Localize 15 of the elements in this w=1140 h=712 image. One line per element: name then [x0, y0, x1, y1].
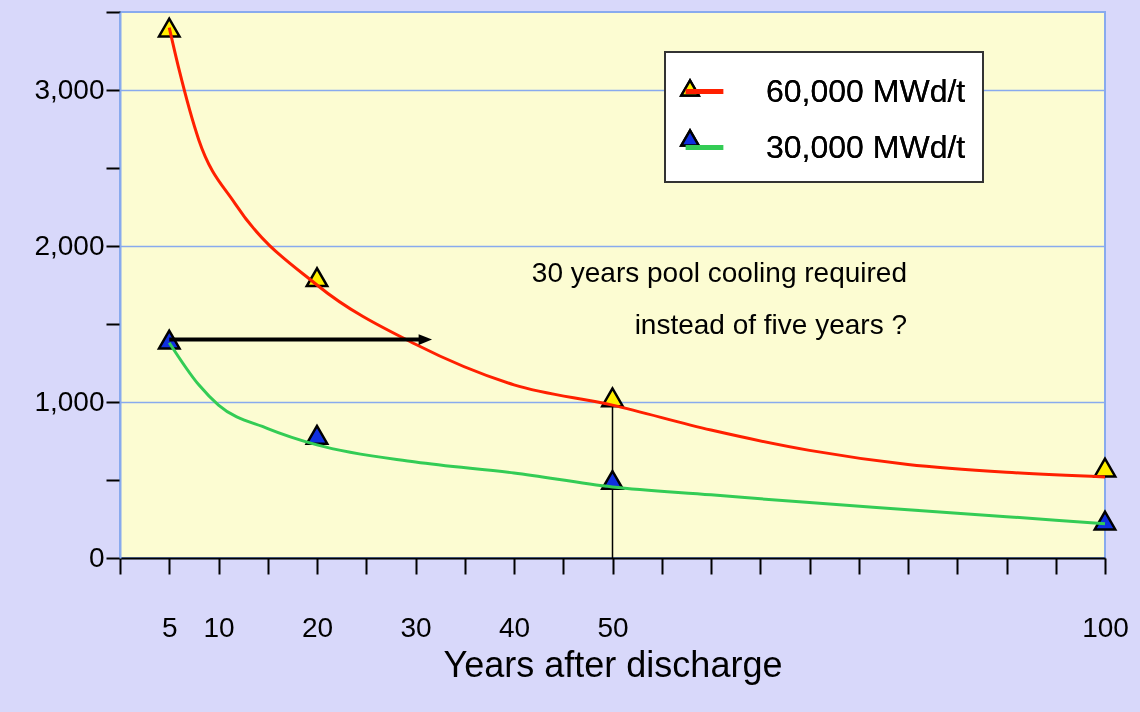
x-tick-label: 5 — [161, 611, 178, 643]
x-tick-label: 20 — [301, 611, 334, 643]
legend-label: 30,000 MWd/t — [766, 128, 966, 165]
x-tick-label: 30 — [400, 611, 432, 643]
legend-label: 60,000 MWd/t — [766, 72, 966, 109]
y-tick-label: 3,000 — [34, 73, 105, 105]
x-tick-label: 50 — [597, 611, 629, 643]
y-tick-label: 1,000 — [34, 385, 105, 417]
x-tick-label: 10 — [203, 611, 235, 643]
x-tick-label: 40 — [498, 611, 531, 643]
x-axis-title: Years after discharge — [443, 643, 783, 685]
y-tick-label: 2,000 — [34, 229, 105, 261]
x-tick-label: 100 — [1082, 611, 1129, 643]
y-tick-label: 0 — [88, 541, 105, 573]
annotation: 30 years pool cooling required instead of five years ? — [531, 257, 907, 340]
